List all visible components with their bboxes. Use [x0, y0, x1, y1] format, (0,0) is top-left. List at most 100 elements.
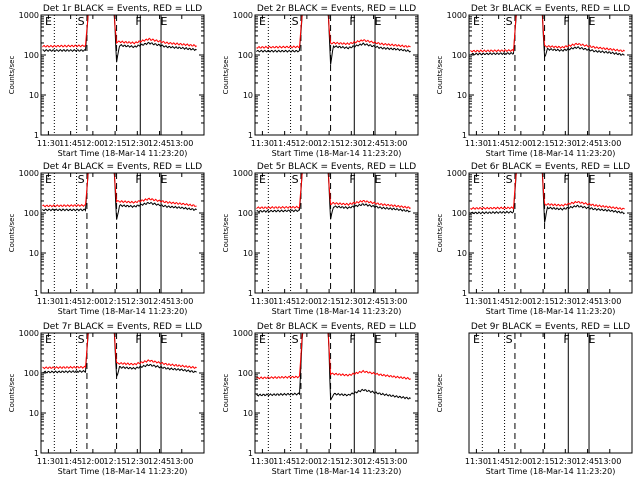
series-group: [42, 15, 197, 63]
x-tick-label: 12:45: [362, 297, 385, 306]
y-tick-label: 1: [462, 131, 467, 140]
panel-title: Det 8r BLACK = Events, RED = LLD: [257, 322, 416, 332]
event-marker-E: E: [473, 15, 480, 28]
series-events-line: [256, 15, 411, 65]
x-tick-label: 11:30: [251, 139, 274, 148]
y-tick-label: 1000: [19, 329, 39, 338]
x-axis-label: Start Time (18-Mar-14 11:23:20): [486, 467, 616, 476]
x-tick-label: 12:15: [532, 297, 555, 306]
x-tick-label: 11:30: [251, 297, 274, 306]
x-tick-label: 11:45: [59, 139, 82, 148]
y-tick-label: 1: [34, 289, 39, 298]
panel-title: Det 6r BLACK = Events, RED = LLD: [471, 162, 630, 172]
event-marker-E: E: [161, 333, 168, 346]
x-tick-label: 11:30: [465, 297, 488, 306]
series-events-line: [470, 15, 625, 59]
y-tick-label: 10: [29, 249, 39, 258]
event-marker-F: F: [135, 333, 141, 346]
x-tick-label: 12:30: [126, 457, 149, 466]
x-axis-label: Start Time (18-Mar-14 11:23:20): [272, 307, 402, 316]
series-lld-line: [42, 173, 197, 208]
event-marker-E: E: [45, 333, 52, 346]
plot-frame: [254, 332, 419, 454]
series-events-line: [470, 173, 625, 223]
x-tick-label: 11:45: [59, 297, 82, 306]
series-lld-line: [42, 333, 197, 370]
series-group: [470, 15, 625, 59]
panel-title: Det 7r BLACK = Events, RED = LLD: [43, 322, 202, 332]
x-tick-label: 13:00: [598, 139, 621, 148]
event-marker-F: F: [563, 173, 569, 186]
x-tick-label: 12:30: [126, 297, 149, 306]
panel-title: Det 5r BLACK = Events, RED = LLD: [257, 162, 416, 172]
event-marker-S: S: [78, 15, 85, 28]
y-tick-label: 10: [29, 409, 39, 418]
y-tick-label: 1: [248, 289, 253, 298]
plot-frame: [40, 172, 205, 294]
y-tick-label: 1000: [233, 329, 253, 338]
x-tick-label: 11:30: [465, 457, 488, 466]
event-marker-E: E: [259, 333, 266, 346]
x-tick-label: 12:00: [295, 457, 318, 466]
x-tick-label: 12:15: [318, 139, 341, 148]
x-tick-label: 12:30: [126, 139, 149, 148]
event-marker-F: F: [349, 333, 355, 346]
plot-frame: [254, 172, 419, 294]
y-tick-label: 100: [24, 369, 39, 378]
event-marker-S: S: [506, 333, 513, 346]
x-tick-label: 11:45: [273, 297, 296, 306]
event-marker-E: E: [589, 173, 596, 186]
x-axis-label: Start Time (18-Mar-14 11:23:20): [486, 307, 616, 316]
x-tick-label: 13:00: [170, 457, 193, 466]
plot-frame: [468, 14, 633, 136]
series-lld-line: [42, 15, 197, 48]
x-tick-label: 11:45: [273, 139, 296, 148]
x-tick-label: 13:00: [598, 297, 621, 306]
event-marker-S: S: [506, 15, 513, 28]
event-marker-E: E: [45, 173, 52, 186]
event-marker-F: F: [349, 173, 355, 186]
event-marker-E: E: [45, 15, 52, 28]
y-axis-label: Counts/sec: [436, 214, 444, 253]
plot-frame: [468, 332, 633, 454]
x-tick-label: 12:45: [576, 457, 599, 466]
series-group: [256, 15, 411, 65]
plot-frame: [468, 172, 633, 294]
x-tick-label: 12:00: [81, 297, 104, 306]
event-marker-F: F: [135, 15, 141, 28]
x-tick-label: 12:15: [318, 457, 341, 466]
y-axis-label: Counts/sec: [222, 214, 230, 253]
event-marker-E: E: [473, 333, 480, 346]
x-tick-label: 11:30: [37, 139, 60, 148]
event-marker-E: E: [161, 173, 168, 186]
y-axis-label: Counts/sec: [8, 214, 16, 253]
series-group: [42, 173, 197, 220]
x-tick-label: 11:45: [487, 297, 510, 306]
x-axis-label: Start Time (18-Mar-14 11:23:20): [58, 467, 188, 476]
y-tick-label: 1000: [447, 11, 467, 20]
y-tick-label: 100: [452, 51, 467, 60]
x-tick-label: 13:00: [598, 457, 621, 466]
x-tick-label: 12:30: [554, 297, 577, 306]
event-marker-F: F: [349, 15, 355, 28]
x-tick-label: 11:30: [465, 139, 488, 148]
series-group: [256, 333, 411, 401]
series-lld-line: [256, 15, 411, 49]
x-tick-label: 12:15: [532, 139, 555, 148]
x-tick-label: 11:45: [59, 457, 82, 466]
series-events-line: [256, 333, 411, 401]
y-tick-label: 1000: [447, 169, 467, 178]
y-tick-label: 1000: [233, 169, 253, 178]
x-tick-label: 12:30: [340, 457, 363, 466]
event-marker-S: S: [78, 333, 85, 346]
y-tick-label: 10: [243, 91, 253, 100]
x-tick-label: 12:00: [81, 139, 104, 148]
event-marker-E: E: [473, 173, 480, 186]
event-marker-E: E: [375, 333, 382, 346]
x-axis-label: Start Time (18-Mar-14 11:23:20): [272, 467, 402, 476]
x-axis-label: Start Time (18-Mar-14 11:23:20): [58, 307, 188, 316]
